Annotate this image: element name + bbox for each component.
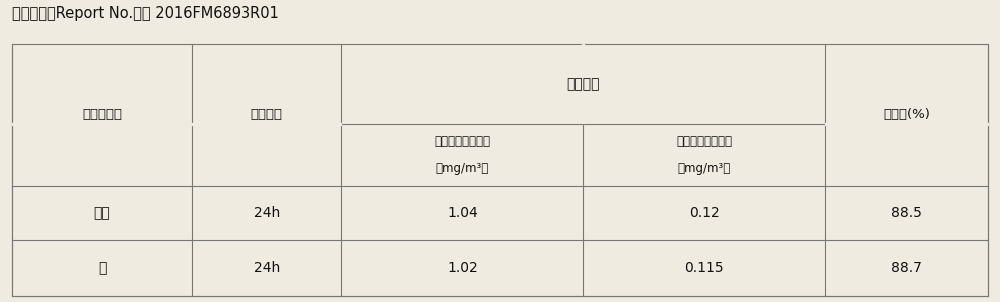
Text: 88.7: 88.7: [891, 261, 922, 275]
Text: 24h: 24h: [254, 261, 280, 275]
Text: 检测结果: 检测结果: [567, 77, 600, 91]
Text: （mg/m³）: （mg/m³）: [436, 162, 489, 175]
Text: 去除率(%): 去除率(%): [883, 108, 930, 121]
Text: 样品试验舱浓度値: 样品试验舱浓度値: [676, 135, 732, 148]
Text: 0.115: 0.115: [685, 261, 724, 275]
Text: 0.12: 0.12: [689, 206, 720, 220]
Text: 1.04: 1.04: [447, 206, 478, 220]
Text: （mg/m³）: （mg/m³）: [678, 162, 731, 175]
Text: 作用时间: 作用时间: [251, 108, 283, 121]
Text: 1.02: 1.02: [447, 261, 478, 275]
Text: 甲醒: 甲醒: [94, 206, 110, 220]
Bar: [12, 44, 988, 296]
Text: 24h: 24h: [254, 206, 280, 220]
Text: 苯: 苯: [98, 261, 106, 275]
Text: 88.5: 88.5: [891, 206, 922, 220]
Text: 空白试验舱浓度値: 空白试验舱浓度値: [434, 135, 490, 148]
Text: 测试污染物: 测试污染物: [82, 108, 122, 121]
Text: 报告编号（Report No.）： 2016FM6893R01: 报告编号（Report No.）： 2016FM6893R01: [12, 6, 279, 21]
